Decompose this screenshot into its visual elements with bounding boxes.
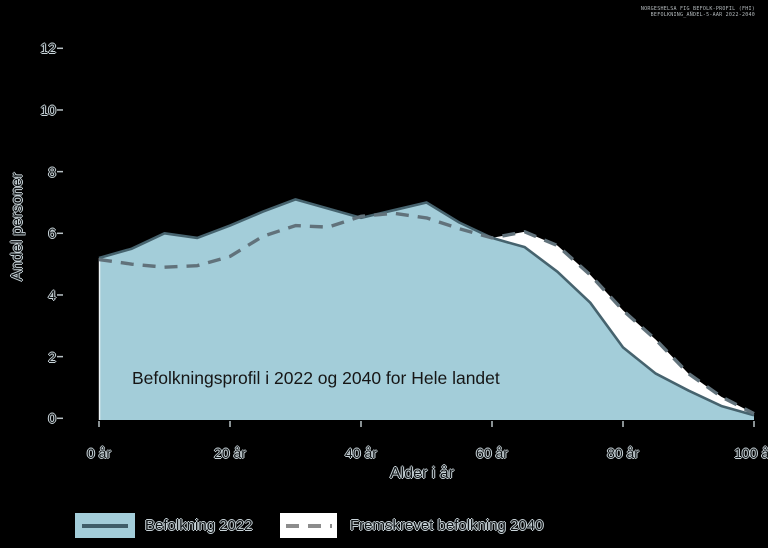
legend-swatch-fremskrevet-2040 (280, 513, 337, 538)
y-axis-title: Andel personer (9, 172, 26, 282)
legend-dashed-line-sample (285, 523, 332, 528)
x-tick-label: 100 år (734, 445, 768, 461)
y-tick-label: 0 (48, 410, 56, 427)
line-fremskrevet-2040 (98, 211, 755, 416)
y-tick-label: 12 (40, 40, 56, 57)
y-tick-label: 2 (48, 348, 56, 365)
x-tick-label: 60 år (476, 445, 508, 461)
y-tick-label: 6 (48, 225, 56, 242)
x-tick-label: 0 år (86, 445, 112, 461)
y-tick-label: 4 (48, 286, 56, 303)
line-befolkning-2022 (98, 198, 755, 417)
chart-title: Befolkningsprofil i 2022 og 2040 for Hel… (132, 368, 500, 388)
watermark: NORGESHELSA FIG_BEFOLK-PROFIL (FHI) BEFO… (641, 6, 755, 18)
y-tick-label: 10 (40, 101, 56, 118)
legend-label-fremskrevet-2040: Fremskrevet befolkning 2040 (350, 517, 544, 534)
y-tick-label: 8 (48, 163, 56, 180)
x-tick-label: 20 år (214, 445, 246, 461)
x-tick-label: 80 år (607, 445, 639, 461)
legend-label-befolkning-2022: Befolkning 2022 (145, 517, 253, 534)
x-axis-title: Alder i år (389, 465, 455, 482)
watermark-line-2: BEFOLKNING_ANDEL-5-AAR 2022-2040 (650, 12, 755, 18)
legend-swatch-befolkning-2022 (75, 513, 135, 538)
legend-solid-line-sample (82, 523, 128, 528)
watermark-line-1: NORGESHELSA FIG_BEFOLK-PROFIL (FHI) (640, 6, 755, 12)
area-befolkning-2022 (99, 199, 754, 420)
x-tick-label: 40 år (345, 445, 377, 461)
